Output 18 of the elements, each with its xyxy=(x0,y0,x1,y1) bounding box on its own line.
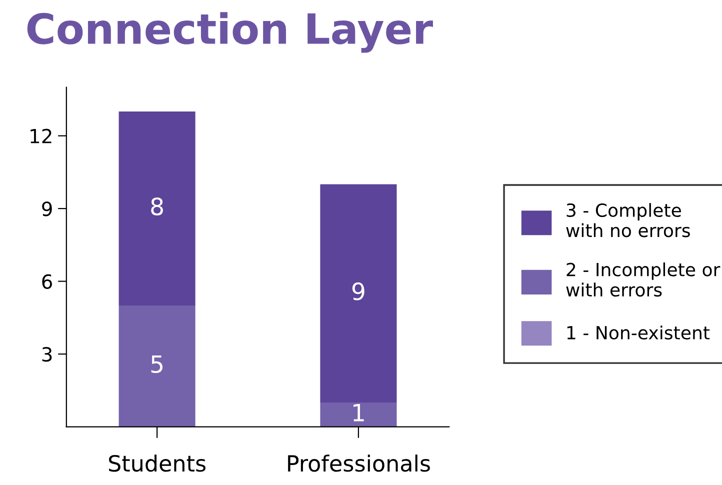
data-label: 1 xyxy=(354,404,364,422)
bar xyxy=(118,112,196,306)
legend-label: 3 - Complete with no errors xyxy=(566,203,690,238)
data-label: 8 xyxy=(151,198,163,216)
bar xyxy=(118,306,196,427)
y-tick-label: 9 xyxy=(42,202,52,216)
y-tick-label: 6 xyxy=(42,274,52,289)
legend-label: 2 - Incomplete or with errors xyxy=(566,262,720,297)
y-tick-label: 12 xyxy=(30,128,52,144)
bar xyxy=(320,402,397,427)
legend-label: 1 - Non-existent xyxy=(567,326,710,340)
chart-title: Connection Layer xyxy=(27,12,433,53)
y-tick-label: 3 xyxy=(42,347,52,362)
x-tick-label: Professionals xyxy=(288,454,430,472)
data-label: 9 xyxy=(352,282,364,300)
bar xyxy=(320,184,397,403)
x-tick-label: Students xyxy=(108,454,206,472)
data-label: 5 xyxy=(151,355,163,374)
